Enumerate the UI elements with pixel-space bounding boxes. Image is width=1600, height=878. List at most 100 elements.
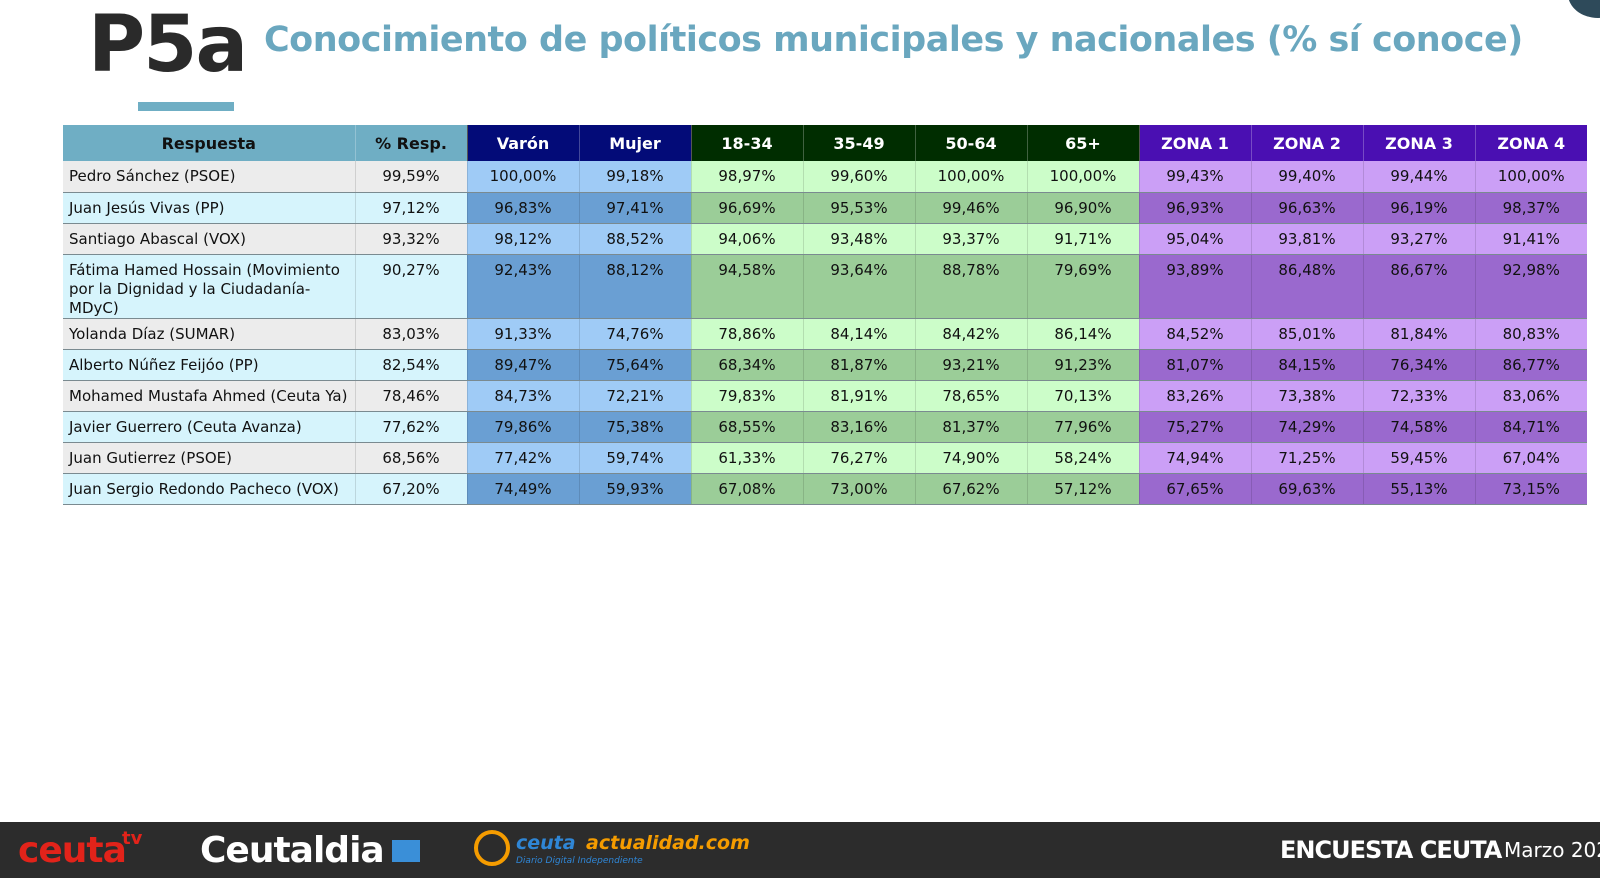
percent-cell: 57,12% [1026, 473, 1139, 505]
percent-cell: 85,01% [1250, 318, 1363, 350]
column-header: 35-49 [802, 125, 915, 161]
slide-code: P5a [88, 0, 248, 90]
percent-cell: 77,62% [354, 411, 467, 443]
percent-cell: 83,16% [802, 411, 915, 443]
column-header: Respuesta [63, 125, 355, 161]
percent-cell: 79,86% [466, 411, 579, 443]
percent-cell: 70,13% [1026, 380, 1139, 412]
percent-cell: 88,12% [578, 254, 691, 319]
percent-cell: 74,29% [1250, 411, 1363, 443]
percent-cell: 100,00% [1474, 161, 1587, 193]
percent-cell: 93,21% [914, 349, 1027, 381]
percent-cell: 74,90% [914, 442, 1027, 474]
percent-cell: 82,54% [354, 349, 467, 381]
percent-cell: 86,14% [1026, 318, 1139, 350]
percent-cell: 77,42% [466, 442, 579, 474]
respondent-name: Alberto Núñez Feijóo (PP) [63, 349, 355, 381]
column-header: Mujer [578, 125, 691, 161]
column-header: 65+ [1026, 125, 1139, 161]
percent-cell: 74,94% [1138, 442, 1251, 474]
percent-cell: 88,52% [578, 223, 691, 255]
percent-cell: 99,60% [802, 161, 915, 193]
percent-cell: 93,37% [914, 223, 1027, 255]
percent-cell: 83,26% [1138, 380, 1251, 412]
percent-cell: 84,73% [466, 380, 579, 412]
column-header: ZONA 2 [1250, 125, 1363, 161]
logo-actualidad-b: actualidad.com [586, 832, 750, 854]
percent-cell: 93,48% [802, 223, 915, 255]
percent-cell: 59,93% [578, 473, 691, 505]
percent-cell: 99,43% [1138, 161, 1251, 193]
percent-cell: 100,00% [466, 161, 579, 193]
percent-cell: 77,96% [1026, 411, 1139, 443]
percent-cell: 91,33% [466, 318, 579, 350]
column-header: ZONA 1 [1138, 125, 1251, 161]
percent-cell: 84,14% [802, 318, 915, 350]
percent-cell: 100,00% [914, 161, 1027, 193]
respondent-name: Mohamed Mustafa Ahmed (Ceuta Ya) [63, 380, 355, 412]
percent-cell: 93,64% [802, 254, 915, 319]
percent-cell: 74,58% [1362, 411, 1475, 443]
percent-cell: 88,78% [914, 254, 1027, 319]
respondent-name: Juan Jesús Vivas (PP) [63, 192, 355, 224]
table-row: Pedro Sánchez (PSOE) 99,59% 100,00% 99,18% 9… [63, 161, 1587, 193]
percent-cell: 55,13% [1362, 473, 1475, 505]
table-row: Juan Sergio Redondo Pacheco (VOX) 67,20% 7… [63, 473, 1587, 505]
percent-cell: 68,34% [690, 349, 803, 381]
percent-cell: 93,27% [1362, 223, 1475, 255]
percent-cell: 92,98% [1474, 254, 1587, 319]
percent-cell: 74,49% [466, 473, 579, 505]
percent-cell: 94,58% [690, 254, 803, 319]
percent-cell: 98,97% [690, 161, 803, 193]
percent-cell: 86,67% [1362, 254, 1475, 319]
percent-cell: 93,81% [1250, 223, 1363, 255]
percent-cell: 99,40% [1250, 161, 1363, 193]
percent-cell: 78,86% [690, 318, 803, 350]
respondent-name: Juan Sergio Redondo Pacheco (VOX) [63, 473, 355, 505]
percent-cell: 81,91% [802, 380, 915, 412]
survey-date: Marzo 2024 [1504, 838, 1600, 862]
logo-actualidad-a: ceuta [516, 832, 576, 854]
percent-cell: 96,90% [1026, 192, 1139, 224]
percent-cell: 99,18% [578, 161, 691, 193]
percent-cell: 79,83% [690, 380, 803, 412]
percent-cell: 89,47% [466, 349, 579, 381]
percent-cell: 80,83% [1474, 318, 1587, 350]
percent-cell: 75,27% [1138, 411, 1251, 443]
table-row: Juan Gutierrez (PSOE) 68,56% 77,42% 59,74% 6… [63, 442, 1587, 474]
column-header: ZONA 3 [1362, 125, 1475, 161]
percent-cell: 96,93% [1138, 192, 1251, 224]
percent-cell: 81,87% [802, 349, 915, 381]
percent-cell: 81,84% [1362, 318, 1475, 350]
percent-cell: 96,63% [1250, 192, 1363, 224]
logo-tagline: Diario Digital Independiente [516, 856, 643, 866]
percent-cell: 74,76% [578, 318, 691, 350]
percent-cell: 94,06% [690, 223, 803, 255]
percent-cell: 59,45% [1362, 442, 1475, 474]
percent-cell: 96,19% [1362, 192, 1475, 224]
respondent-name: Santiago Abascal (VOX) [63, 223, 355, 255]
percent-cell: 58,24% [1026, 442, 1139, 474]
percent-cell: 96,69% [690, 192, 803, 224]
logo-ceutaldia: Ceutaldia [200, 830, 385, 871]
corner-decoration [1568, 0, 1600, 18]
percent-cell: 69,63% [1250, 473, 1363, 505]
percent-cell: 93,32% [354, 223, 467, 255]
percent-cell: 67,62% [914, 473, 1027, 505]
percent-cell: 86,77% [1474, 349, 1587, 381]
slide-title: Conocimiento de políticos municipales y … [264, 20, 1523, 60]
survey-name: ENCUESTA CEUTA [1280, 836, 1502, 864]
percent-cell: 78,46% [354, 380, 467, 412]
column-header: Varón [466, 125, 579, 161]
percent-cell: 91,23% [1026, 349, 1139, 381]
percent-cell: 99,59% [354, 161, 467, 193]
percent-cell: 100,00% [1026, 161, 1139, 193]
results-table: Respuesta% Resp. Varón Mujer 18-34 35-49 50-6… [63, 125, 1587, 505]
percent-cell: 95,53% [802, 192, 915, 224]
respondent-name: Fátima Hamed Hossain (Movimiento por la … [63, 254, 355, 319]
respondent-name: Juan Gutierrez (PSOE) [63, 442, 355, 474]
table-row: Mohamed Mustafa Ahmed (Ceuta Ya) 78,46% 84… [63, 380, 1587, 412]
footer: ceuta tv Ceutaldia ceuta actualidad.com … [0, 822, 1600, 878]
percent-cell: 68,55% [690, 411, 803, 443]
